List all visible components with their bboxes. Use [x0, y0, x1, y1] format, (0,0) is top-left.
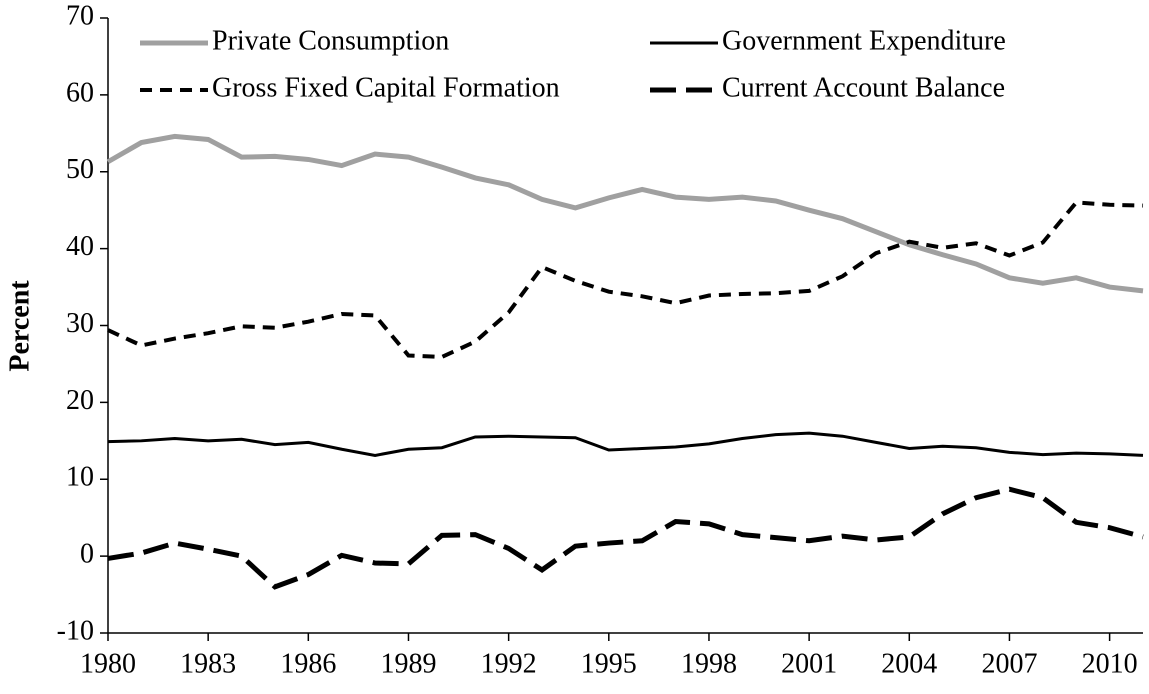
- x-tick-label: 1995: [581, 648, 637, 679]
- x-tick-label: 1992: [481, 648, 537, 679]
- legend-label: Private Consumption: [212, 25, 449, 56]
- series-line: [107, 431, 1144, 457]
- series-line: [106, 133, 1144, 294]
- x-tick-label: 1983: [180, 648, 236, 679]
- y-tick-label: 10: [66, 462, 94, 493]
- x-tick-label: 1998: [681, 648, 737, 679]
- y-tick-label: 40: [66, 231, 94, 262]
- y-tick-label: 30: [66, 308, 94, 339]
- y-tick-label: 60: [66, 77, 94, 108]
- x-tick-label: 2007: [981, 648, 1037, 679]
- legend-label: Current Account Balance: [722, 72, 1005, 103]
- series-line: [107, 486, 1144, 590]
- legend-label: Gross Fixed Capital Formation: [212, 72, 560, 103]
- x-tick-label: 2004: [881, 648, 937, 679]
- y-tick-label: 20: [66, 385, 94, 416]
- y-tick-label: 0: [80, 539, 94, 570]
- x-tick-label: 2001: [781, 648, 837, 679]
- y-axis-label: Percent: [4, 280, 35, 372]
- legend-label: Government Expenditure: [722, 25, 1006, 56]
- x-tick-label: 1980: [80, 648, 136, 679]
- x-tick-label: 1986: [280, 648, 336, 679]
- y-tick-label: -10: [57, 615, 94, 646]
- x-tick-label: 1989: [380, 648, 436, 679]
- series-line: [107, 200, 1144, 360]
- y-tick-label: 70: [66, 0, 94, 31]
- x-tick-label: 2010: [1082, 648, 1138, 679]
- y-tick-label: 50: [66, 154, 94, 185]
